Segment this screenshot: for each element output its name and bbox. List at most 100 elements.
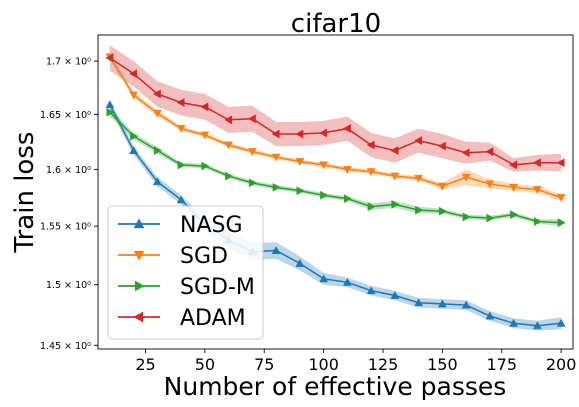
point-adam-50 <box>200 102 209 112</box>
point-sgd-40 <box>176 125 186 134</box>
x-tick-label: 75 <box>254 355 274 374</box>
point-nasg-120 <box>366 286 376 295</box>
point-nasg-90 <box>295 258 305 267</box>
point-sgd-70 <box>247 148 257 157</box>
legend-box <box>107 205 264 340</box>
point-adam-170 <box>485 147 494 157</box>
point-adam-20 <box>129 69 138 79</box>
point-nasg-150 <box>437 299 447 308</box>
point-sgd-200 <box>556 194 566 203</box>
point-nasg-190 <box>532 321 542 330</box>
point-sgd-m-40 <box>177 160 186 170</box>
plot-frame <box>97 34 574 350</box>
x-tick-label: 50 <box>195 355 215 374</box>
point-sgd-m-80 <box>272 182 281 192</box>
point-nasg-170 <box>485 311 495 320</box>
legend-marker-adam <box>133 311 144 323</box>
point-sgd-30 <box>152 109 162 118</box>
point-sgd-m-50 <box>201 161 210 171</box>
point-adam-190 <box>532 158 541 168</box>
point-sgd-m-150 <box>438 206 447 216</box>
point-sgd-m-200 <box>557 218 566 228</box>
point-adam-30 <box>152 89 161 99</box>
point-sgd-m-170 <box>486 213 495 223</box>
y-tick-label: 1.6 × 10⁰ <box>46 165 91 176</box>
point-sgd-m-100 <box>320 190 329 200</box>
line-nasg <box>109 104 562 327</box>
band-adam <box>109 45 562 172</box>
legend-marker-sgd <box>133 250 145 261</box>
y-axis-ticks: 1.45 × 10⁰ 1.5 × 10⁰ 1.55 × 10⁰ 1.6 × 10⁰ 1.… <box>40 57 98 352</box>
point-adam-130 <box>390 146 399 155</box>
y-tick-label: 1.45 × 10⁰ <box>40 341 91 352</box>
y-axis-label: Train loss <box>10 132 40 254</box>
point-sgd-130 <box>390 172 400 181</box>
point-sgd-m-190 <box>533 217 542 226</box>
point-adam-120 <box>366 140 375 150</box>
point-nasg-100 <box>319 274 329 283</box>
y-tick-label: 1.55 × 10⁰ <box>40 222 91 233</box>
point-adam-70 <box>247 114 256 124</box>
point-sgd-m-120 <box>367 202 376 212</box>
point-adam-140 <box>414 136 423 146</box>
x-tick-label: 150 <box>427 355 458 374</box>
point-sgd-m-160 <box>462 212 471 222</box>
point-nasg-160 <box>461 300 471 309</box>
point-sgd-50 <box>200 131 210 140</box>
point-sgd-90 <box>295 158 305 167</box>
x-tick-label: 25 <box>135 355 155 374</box>
legend: NASG SGD SGD-M ADAM <box>107 205 264 340</box>
point-nasg-30 <box>152 177 162 186</box>
point-adam-10 <box>105 53 114 63</box>
point-nasg-130 <box>390 290 400 299</box>
point-adam-60 <box>224 115 233 125</box>
point-sgd-m-140 <box>415 205 424 215</box>
point-adam-200 <box>556 158 565 168</box>
point-sgd-m-20 <box>130 131 139 141</box>
legend-label-sgd: SGD <box>180 244 228 269</box>
point-sgd-m-30 <box>153 146 162 155</box>
point-sgd-100 <box>319 161 329 170</box>
point-adam-180 <box>509 160 518 170</box>
x-tick-label: 125 <box>368 355 399 374</box>
point-sgd-m-90 <box>296 186 305 196</box>
legend-label-sgd-m: SGD-M <box>180 275 255 300</box>
point-nasg-200 <box>556 318 566 327</box>
point-nasg-20 <box>129 146 139 154</box>
point-sgd-60 <box>224 141 234 150</box>
point-sgd-m-180 <box>510 210 519 220</box>
x-tick-label: 175 <box>486 355 517 374</box>
y-tick-label: 1.5 × 10⁰ <box>46 280 91 291</box>
point-sgd-140 <box>414 174 424 183</box>
point-sgd-20 <box>129 91 139 100</box>
legend-label-nasg: NASG <box>180 213 243 238</box>
point-sgd-180 <box>509 183 519 192</box>
legend-marker-nasg <box>133 218 145 229</box>
point-adam-160 <box>461 148 470 158</box>
point-sgd-m-130 <box>391 199 400 209</box>
point-sgd-150 <box>437 182 447 191</box>
y-tick-label: 1.65 × 10⁰ <box>40 110 91 121</box>
legend-marker-sgd-m <box>134 280 145 292</box>
point-nasg-140 <box>414 298 424 307</box>
chart-title: cifar10 <box>291 9 381 39</box>
y-tick-label: 1.7 × 10⁰ <box>46 57 91 68</box>
point-sgd-80 <box>271 153 281 162</box>
point-adam-80 <box>271 129 280 139</box>
point-sgd-110 <box>342 165 352 174</box>
point-sgd-m-60 <box>225 171 234 181</box>
point-adam-100 <box>319 128 328 138</box>
point-nasg-40 <box>176 195 186 204</box>
point-sgd-170 <box>485 180 495 189</box>
series-markers <box>105 53 566 330</box>
x-tick-label: 100 <box>308 355 339 374</box>
point-nasg-110 <box>342 277 352 286</box>
point-adam-110 <box>342 124 351 133</box>
legend-label-adam: ADAM <box>180 306 246 331</box>
point-sgd-160 <box>461 173 471 182</box>
x-axis-ticks: 25 50 75 100 125 150 175 200 <box>135 349 576 374</box>
point-sgd-m-10 <box>106 107 115 117</box>
point-sgd-190 <box>532 186 542 195</box>
x-tick-label: 200 <box>546 355 577 374</box>
